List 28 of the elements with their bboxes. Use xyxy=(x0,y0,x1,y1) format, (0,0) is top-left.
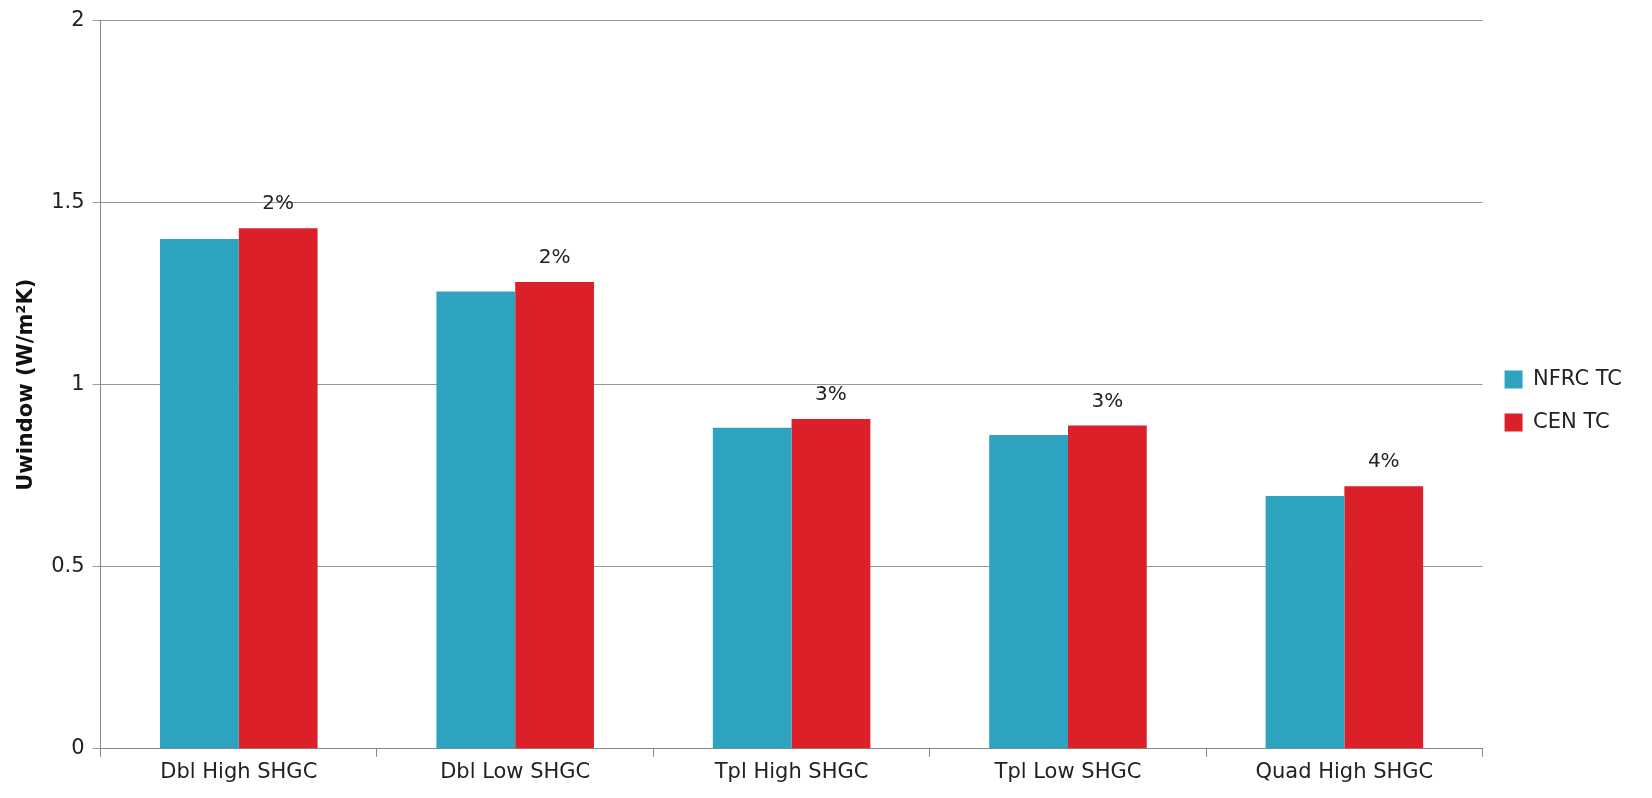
bar xyxy=(238,228,318,749)
y-tick-label: 1 xyxy=(71,371,85,396)
y-tick-label: 0.5 xyxy=(51,553,85,578)
x-tick-label: Tpl High SHGC xyxy=(713,758,869,783)
bar xyxy=(989,434,1068,749)
x-tick-label: Dbl High SHGC xyxy=(160,758,318,783)
annotation: 4% xyxy=(1367,448,1400,473)
annotation: 3% xyxy=(1091,387,1124,412)
bar xyxy=(1344,486,1424,749)
x-tick-label: Tpl Low SHGC xyxy=(993,758,1142,783)
bar xyxy=(791,418,871,749)
bar xyxy=(436,291,516,749)
bar xyxy=(1265,496,1345,749)
bar xyxy=(515,282,594,749)
bar xyxy=(712,427,792,749)
annotation: 2% xyxy=(262,190,295,215)
x-tick-label: Quad High SHGC xyxy=(1255,758,1434,783)
y-tick-label: 1.5 xyxy=(51,189,85,214)
annotation: 3% xyxy=(815,381,847,406)
x-tick-label: Dbl Low SHGC xyxy=(440,758,591,783)
y-tick-label: 2 xyxy=(71,7,85,32)
bar xyxy=(160,239,239,749)
y-tick-label: 0 xyxy=(71,735,85,760)
bar xyxy=(1067,425,1147,749)
annotation: 2% xyxy=(538,244,571,269)
legend-label: NFRC TC xyxy=(1533,365,1623,390)
legend-label: CEN TC xyxy=(1533,408,1610,433)
y-axis-title: Uwindow (W/m²K) xyxy=(13,278,38,491)
